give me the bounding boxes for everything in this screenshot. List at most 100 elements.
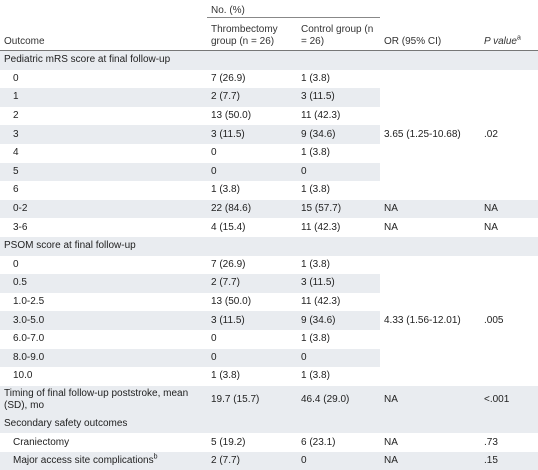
p-value-cell: NA — [480, 218, 538, 237]
table-header: No. (%) Outcome Thrombectomy group (n = … — [0, 0, 538, 51]
table-body: Pediatric mRS score at final follow-up 0 7… — [0, 51, 538, 470]
row-label: 0.5 — [0, 274, 207, 293]
row-label-text: 10.0 — [13, 370, 32, 381]
column-header: P valuea — [480, 18, 538, 51]
control-cell: 0 — [297, 452, 380, 470]
footnote-mark: b — [154, 454, 158, 461]
thrombectomy-cell: 0 — [207, 144, 297, 163]
row-label-text: 0 — [13, 73, 19, 84]
row-label-text: 0 — [13, 259, 19, 270]
p-value-cell: .02 — [480, 70, 538, 200]
thrombectomy-cell: 0 — [207, 349, 297, 368]
control-cell: 1 (3.8) — [297, 181, 380, 200]
section-title: Pediatric mRS score at final follow-up — [0, 51, 538, 70]
thrombectomy-cell: 7 (26.9) — [207, 70, 297, 89]
group-label: No. (%) — [207, 0, 380, 18]
or-cell: NA — [380, 433, 480, 452]
thrombectomy-cell: 5 (19.2) — [207, 433, 297, 452]
or-cell: NA — [380, 386, 480, 415]
column-header: Outcome — [0, 18, 207, 51]
or-cell: NA — [380, 200, 480, 219]
row-label: 3.0-5.0 — [0, 311, 207, 330]
control-cell: 3 (11.5) — [297, 88, 380, 107]
thrombectomy-cell: 13 (50.0) — [207, 107, 297, 126]
control-cell: 1 (3.8) — [297, 330, 380, 349]
row-label: 0-2 — [0, 200, 207, 219]
control-cell: 6 (23.1) — [297, 433, 380, 452]
section-title: Secondary safety outcomes — [0, 415, 538, 434]
control-cell: 9 (34.6) — [297, 125, 380, 144]
thrombectomy-cell: 7 (26.9) — [207, 256, 297, 275]
thrombectomy-cell: 0 — [207, 330, 297, 349]
row-label: 4 — [0, 144, 207, 163]
row-label-text: 1.0-2.5 — [13, 296, 44, 307]
thrombectomy-cell: 2 (7.7) — [207, 88, 297, 107]
row-label-text: Timing of final follow-up poststroke, me… — [4, 388, 188, 411]
p-value-cell: .15 — [480, 452, 538, 470]
thrombectomy-cell: 2 (7.7) — [207, 274, 297, 293]
thrombectomy-cell: 13 (50.0) — [207, 293, 297, 312]
p-value-cell: NA — [480, 200, 538, 219]
control-cell: 1 (3.8) — [297, 70, 380, 89]
row-label-text: 4 — [13, 147, 19, 158]
thrombectomy-cell: 2 (7.7) — [207, 452, 297, 470]
column-header-text: P value — [484, 36, 517, 47]
section-row: Secondary safety outcomes — [0, 415, 538, 434]
section-row: Pediatric mRS score at final follow-up — [0, 51, 538, 70]
row-label: 10.0 — [0, 367, 207, 386]
data-row: Timing of final follow-up poststroke, me… — [0, 386, 538, 415]
row-label-text: 1 — [13, 91, 19, 102]
row-label: 1 — [0, 88, 207, 107]
row-label-text: Craniectomy — [13, 437, 69, 448]
row-label-text: 8.0-9.0 — [13, 352, 44, 363]
or-cell: NA — [380, 452, 480, 470]
or-cell: 4.33 (1.56-12.01) — [380, 256, 480, 386]
header-row: Outcome Thrombectomy group (n = 26) Cont… — [0, 18, 538, 51]
row-label-text: 3.0-5.0 — [13, 315, 44, 326]
row-label: Timing of final follow-up poststroke, me… — [0, 386, 207, 415]
control-cell: 1 (3.8) — [297, 367, 380, 386]
row-label-text: 5 — [13, 166, 19, 177]
row-label-text: 2 — [13, 110, 19, 121]
thrombectomy-cell: 22 (84.6) — [207, 200, 297, 219]
row-label: Major access site complicationsb — [0, 452, 207, 470]
row-label-text: 3 — [13, 129, 19, 140]
footnote-mark: a — [517, 35, 521, 42]
thrombectomy-cell: 4 (15.4) — [207, 218, 297, 237]
row-label-text: 6.0-7.0 — [13, 333, 44, 344]
section-title: PSOM score at final follow-up — [0, 237, 538, 256]
control-cell: 9 (34.6) — [297, 311, 380, 330]
thrombectomy-cell: 3 (11.5) — [207, 311, 297, 330]
blank-cell — [380, 0, 480, 18]
control-cell: 11 (42.3) — [297, 293, 380, 312]
row-label: 0 — [0, 70, 207, 89]
thrombectomy-cell: 1 (3.8) — [207, 181, 297, 200]
row-label-text: 0.5 — [13, 277, 27, 288]
thrombectomy-cell: 1 (3.8) — [207, 367, 297, 386]
row-label: 1.0-2.5 — [0, 293, 207, 312]
or-cell: 3.65 (1.25-10.68) — [380, 70, 480, 200]
row-label: 8.0-9.0 — [0, 349, 207, 368]
blank-cell — [0, 0, 207, 18]
section-row: PSOM score at final follow-up — [0, 237, 538, 256]
p-value-cell: <.001 — [480, 386, 538, 415]
column-header: Control group (n = 26) — [297, 18, 380, 51]
control-cell: 0 — [297, 349, 380, 368]
control-cell: 15 (57.7) — [297, 200, 380, 219]
thrombectomy-cell: 3 (11.5) — [207, 125, 297, 144]
row-label: 6 — [0, 181, 207, 200]
row-label-text: 0-2 — [13, 203, 27, 214]
row-label: 5 — [0, 163, 207, 182]
blank-cell — [480, 0, 538, 18]
column-header: OR (95% CI) — [380, 18, 480, 51]
row-label-text: 6 — [13, 184, 19, 195]
row-label: Craniectomy — [0, 433, 207, 452]
control-cell: 1 (3.8) — [297, 256, 380, 275]
p-value-cell: .005 — [480, 256, 538, 386]
